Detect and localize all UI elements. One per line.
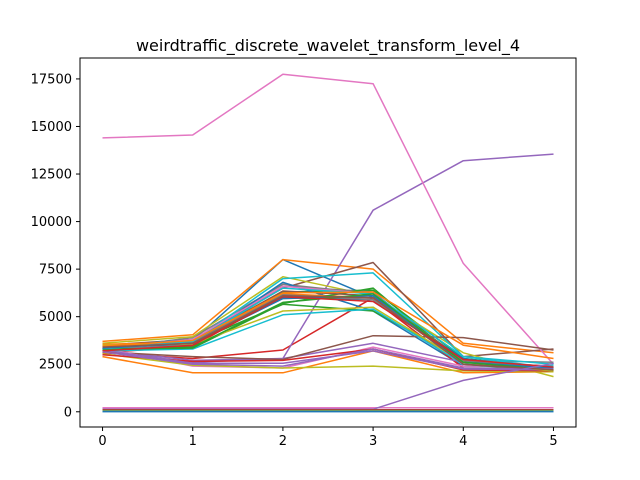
y-tick-label: 10000 [31,215,72,230]
series-line-34 [102,295,554,368]
series-line-12 [102,350,554,374]
y-axis: 0 2500 5000 7500 10000 12500 15000 17500 [31,72,80,420]
x-tick-label: 2 [279,434,287,449]
series-line-24 [102,348,554,372]
chart-title: weirdtraffic_discrete_wavelet_transform_… [136,36,520,56]
series-line-7 [102,73,555,365]
y-tick-label: 2500 [39,358,72,373]
plot-frame [79,57,577,428]
y-tick-label: 15000 [31,120,72,135]
series-line-9 [102,275,554,378]
series-line-30 [102,287,554,365]
y-tick-label: 5000 [39,310,72,325]
series-line-16 [102,334,554,361]
series-line-2 [102,258,554,354]
y-tick-label: 7500 [39,263,72,278]
series-line-36 [102,295,554,371]
x-tick-label: 4 [459,434,467,449]
x-axis: 0 1 2 3 4 5 [98,427,558,449]
series-line-35 [102,348,554,370]
series-layer [102,73,555,413]
series-line-32 [102,291,554,360]
x-tick-label: 0 [98,434,106,449]
y-tick-label: 0 [64,405,72,420]
y-tick-label: 17500 [31,72,72,87]
x-tick-label: 3 [369,434,377,449]
series-line-19 [102,353,554,373]
x-tick-label: 5 [549,434,557,449]
y-tick-label: 12500 [31,168,72,183]
x-tick-label: 1 [189,434,197,449]
series-line-33 [102,293,554,371]
